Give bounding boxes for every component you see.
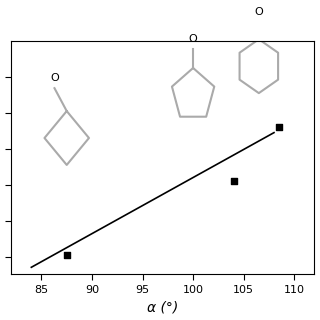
Text: O: O	[189, 34, 197, 44]
Point	[231, 179, 236, 184]
Text: O: O	[254, 7, 263, 17]
Text: O: O	[50, 73, 59, 83]
Point	[276, 125, 282, 130]
Point	[64, 252, 69, 257]
X-axis label: α (°): α (°)	[147, 300, 179, 315]
